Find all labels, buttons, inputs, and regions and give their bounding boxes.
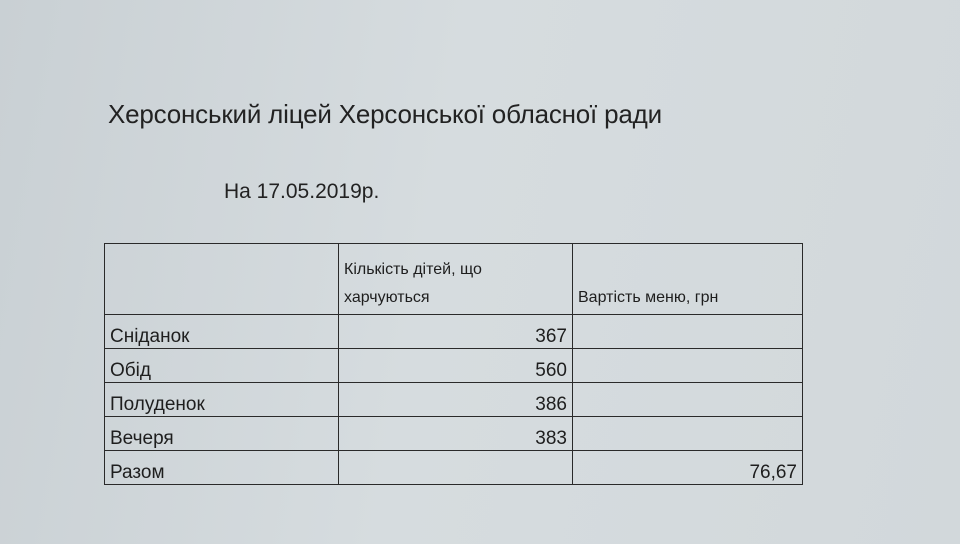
header-cell: Кількість дітей, що харчуються [338, 243, 573, 315]
children-count: 367 [338, 314, 573, 349]
children-count [338, 450, 573, 485]
table-row: Обід 560 [104, 348, 803, 383]
table-row: Полуденок 386 [104, 382, 803, 417]
table-row: Вечеря 383 [104, 416, 803, 451]
meal-label: Вечеря [104, 416, 339, 451]
document-title: Херсонський ліцей Херсонської обласної р… [108, 99, 662, 129]
meal-label: Полуденок [104, 382, 339, 417]
meals-table: Кількість дітей, що харчуються Вартість … [104, 243, 803, 485]
children-count: 560 [338, 348, 573, 383]
meal-label: Обід [104, 348, 339, 383]
header-cell: Вартість меню, грн [572, 243, 803, 315]
total-label: Разом [104, 450, 339, 485]
meal-label: Сніданок [104, 314, 339, 349]
menu-cost [572, 348, 803, 383]
menu-cost [572, 314, 803, 349]
date-line: На 17.05.2019р. [224, 180, 380, 203]
table-header-row: Кількість дітей, що харчуються Вартість … [104, 243, 803, 315]
total-cost: 76,67 [572, 450, 803, 485]
children-count: 386 [338, 382, 573, 417]
menu-cost [572, 382, 803, 417]
table-total-row: Разом 76,67 [104, 450, 803, 485]
menu-cost [572, 416, 803, 451]
header-cell [104, 243, 339, 315]
table-row: Сніданок 367 [104, 314, 803, 349]
children-count: 383 [338, 416, 573, 451]
